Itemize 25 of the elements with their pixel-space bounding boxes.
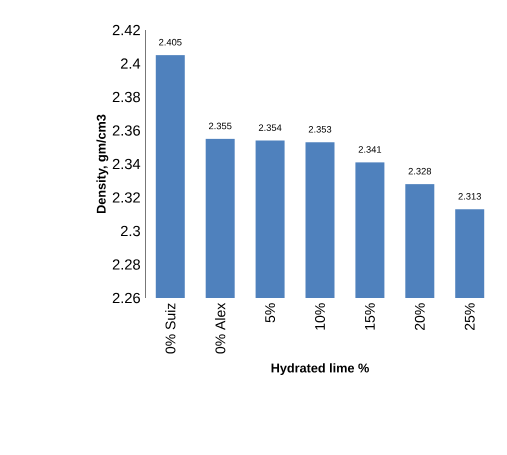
y-tick-label: 2.38 xyxy=(112,92,140,102)
x-axis-title: Hydrated lime % xyxy=(272,363,369,376)
data-label: 2.313 xyxy=(458,193,481,200)
y-tick-label: 2.4 xyxy=(120,58,140,69)
x-tick-label: 20% xyxy=(414,303,425,330)
y-tick-label: 2.42 xyxy=(112,24,140,36)
y-tick-label: 2.28 xyxy=(112,259,140,270)
x-tick-label: 25% xyxy=(464,303,475,330)
data-label: 2.405 xyxy=(159,38,182,46)
x-tick-label: 10% xyxy=(315,303,325,330)
data-label: 2.353 xyxy=(308,126,332,133)
y-tick-label: 2.36 xyxy=(112,125,140,136)
y-tick-label: 2.26 xyxy=(112,292,140,304)
y-tick-label: 2.32 xyxy=(112,192,140,203)
y-tick-label: 2.34 xyxy=(112,158,140,170)
x-tick-label: 5% xyxy=(265,303,276,322)
data-label: 2.355 xyxy=(208,122,232,130)
data-label: 2.328 xyxy=(408,168,432,174)
y-axis-title: Density, gm/cm3 xyxy=(96,114,108,214)
data-label: 2.354 xyxy=(258,124,282,131)
x-tick-label: 15% xyxy=(364,303,375,330)
x-tick-label: 0% Alex xyxy=(215,302,226,354)
data-label: 2.341 xyxy=(358,146,382,153)
x-tick-label: 0% Suiz xyxy=(165,303,176,354)
y-tick-label: 2.3 xyxy=(120,226,140,236)
